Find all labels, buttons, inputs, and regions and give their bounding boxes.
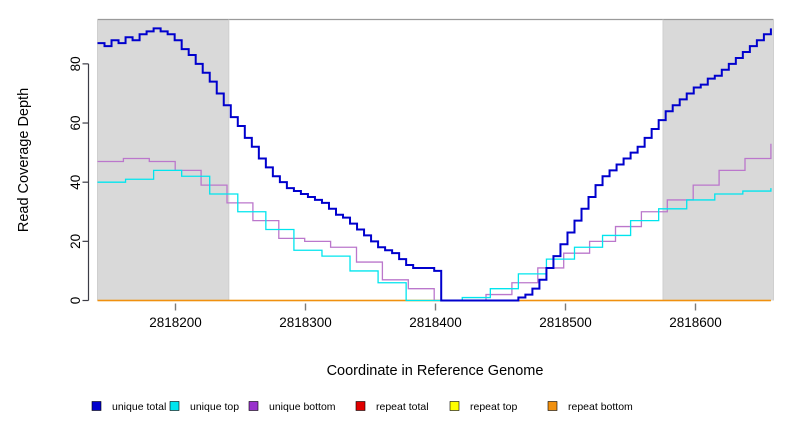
- y-tick-label: 80: [68, 56, 83, 71]
- legend-swatch-repeat-total: [355, 401, 366, 411]
- x-axis: 2818200 2818300 2818400 2818500 2818600: [149, 303, 722, 330]
- legend-swatch-repeat-top: [449, 401, 460, 411]
- plot-lines: [97, 27, 772, 302]
- shaded-region-0: [97, 19, 229, 301]
- x-tick-label: 2818500: [539, 315, 592, 330]
- legend-label-unique-top: unique top: [190, 401, 239, 413]
- y-tick-label: 60: [68, 116, 83, 131]
- y-tick-label: 0: [68, 297, 83, 305]
- shaded-regions: [97, 19, 774, 301]
- legend-swatch-unique-total: [91, 401, 102, 411]
- legend-label-repeat-bottom: repeat bottom: [568, 401, 633, 413]
- y-tick-label: 20: [68, 234, 83, 249]
- x-tick-label: 2818300: [279, 315, 332, 330]
- y-axis-title: Read Coverage Depth: [16, 88, 32, 232]
- legend-label-repeat-top: repeat top: [470, 401, 517, 413]
- x-tick-label: 2818200: [149, 315, 202, 330]
- legend-label-unique-total: unique total: [112, 401, 166, 413]
- chart-legend: unique total unique top unique bottom repea…: [91, 401, 633, 413]
- x-tick-label: 2818400: [409, 315, 462, 330]
- series-unique-total: [97, 27, 772, 302]
- y-tick-label: 40: [68, 175, 83, 190]
- y-axis: 0 20 40 60 80: [68, 56, 90, 305]
- legend-swatch-unique-top: [169, 401, 180, 411]
- legend-swatch-unique-bottom: [248, 401, 259, 411]
- shaded-region-1: [663, 19, 774, 301]
- x-axis-title: Coordinate in Reference Genome: [327, 363, 544, 379]
- legend-label-repeat-total: repeat total: [376, 401, 429, 413]
- x-tick-label: 2818600: [669, 315, 722, 330]
- legend-swatch-repeat-bottom: [547, 401, 558, 411]
- legend-label-unique-bottom: unique bottom: [269, 401, 336, 413]
- panel-top-border: [97, 18, 774, 301]
- series-unique-bottom: [97, 143, 772, 302]
